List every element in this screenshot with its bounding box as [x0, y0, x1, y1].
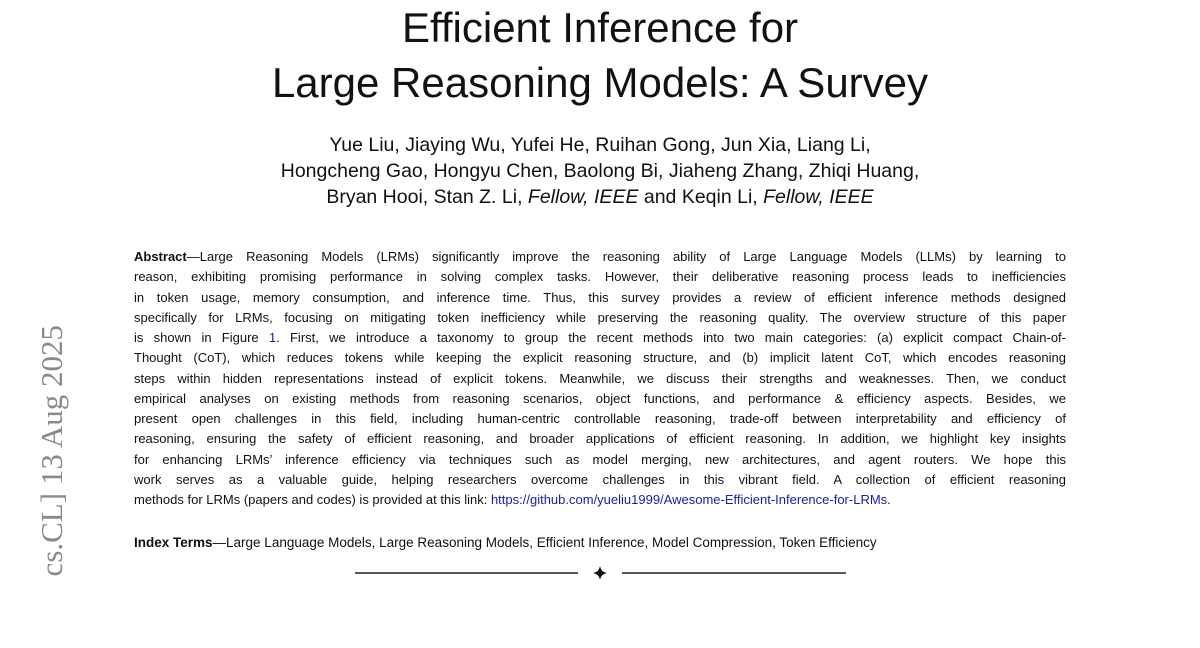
link[interactable]: https://github.com/yueliu1999/Awesome-Ef… [490, 492, 888, 507]
abstract-line: is shown in Figure 1. First, we introduc… [134, 328, 1066, 348]
author-names: Bryan Hooi, Stan Z. Li, [326, 186, 528, 208]
abstract-line: for enhancing LRMs’ inference efficiency… [134, 450, 1066, 470]
abstract-line: Thought (CoT), which reduces tokens whil… [134, 348, 1066, 368]
abstract-text: is shown in Figure [134, 330, 269, 345]
author-line: Yue Liu, Jiaying Wu, Yufei He, Ruihan Go… [329, 134, 871, 156]
affiliation: Fellow, IEEE [527, 186, 639, 208]
abstract-text: . [887, 492, 891, 507]
abstract-text: present open challenges in this field, i… [134, 411, 1066, 426]
abstract-text: steps within hidden representations inst… [134, 370, 1066, 386]
title: Efficient Inference for Large Reasoning M… [0, 0, 1200, 110]
abstract-line: methods for LRMs (papers and codes) is p… [134, 490, 1066, 510]
abstract-line: specifically for LRMs, focusing on mitig… [134, 308, 1066, 328]
figure-ref: 1 [268, 330, 277, 345]
author-line: Bryan Hooi, Stan Z. Li, Fellow, IEEE and… [0, 184, 1200, 210]
arxiv-stamp: cs.CL] 13 Aug 2025 [34, 325, 69, 576]
authors: Yue Liu, Jiaying Wu, Yufei He, Ruihan Go… [0, 132, 1200, 210]
author-names: and Keqin Li, [638, 186, 764, 208]
affiliation: Fellow, IEEE [763, 186, 874, 208]
abstract-text: reasoning, ensuring the safety of effici… [134, 431, 1066, 447]
divider [355, 566, 846, 580]
abstract-text: methods for LRMs (papers and codes) is p… [134, 492, 491, 507]
abstract-line: present open challenges in this field, i… [134, 409, 1066, 429]
index-terms: Index Terms—Large Language Models, Large… [134, 533, 877, 553]
side-stamp: cs.CL] 13 Aug 2025 [34, 325, 69, 576]
index-text: —Large Language Models, Large Reasoning … [212, 535, 877, 550]
index-label: Index Terms [134, 535, 213, 550]
abstract-text: for enhancing LRMs’ inference efficiency… [134, 451, 1066, 467]
abstract-line: reasoning, ensuring the safety of effici… [134, 429, 1066, 449]
abstract-text: work serves as a valuable guide, helping… [134, 471, 1066, 487]
abstract-label: Abstract [134, 249, 187, 264]
abstract-text: empirical analyses on existing methods f… [134, 390, 1066, 406]
abstract-line: steps within hidden representations inst… [134, 369, 1066, 389]
title-line: Large Reasoning Models: A Survey [271, 59, 929, 106]
abstract-text: . First, we introduce a taxonomy to grou… [276, 330, 1066, 345]
abstract-text: specifically for LRMs, focusing on mitig… [134, 309, 1066, 325]
abstract-line: empirical analyses on existing methods f… [134, 389, 1066, 409]
abstract-text: —Large Reasoning Models (LRMs) significa… [186, 249, 1066, 264]
author-line: Hongcheng Gao, Hongyu Chen, Baolong Bi, … [280, 160, 920, 182]
abstract-text: reason, exhibiting promising performance… [134, 269, 1066, 285]
abstract-line: Abstract—Large Reasoning Models (LRMs) s… [134, 247, 1066, 267]
abstract-text: in token usage, memory consumption, and … [134, 289, 1066, 305]
abstract-text: Thought (CoT), which reduces tokens whil… [134, 350, 1066, 366]
abstract: Abstract—Large Reasoning Models (LRMs) s… [134, 247, 1066, 510]
abstract-line: work serves as a valuable guide, helping… [134, 470, 1066, 490]
abstract-line: in token usage, memory consumption, and … [134, 288, 1066, 308]
title-line: Efficient Inference for [401, 4, 799, 51]
abstract-line: reason, exhibiting promising performance… [134, 267, 1066, 287]
